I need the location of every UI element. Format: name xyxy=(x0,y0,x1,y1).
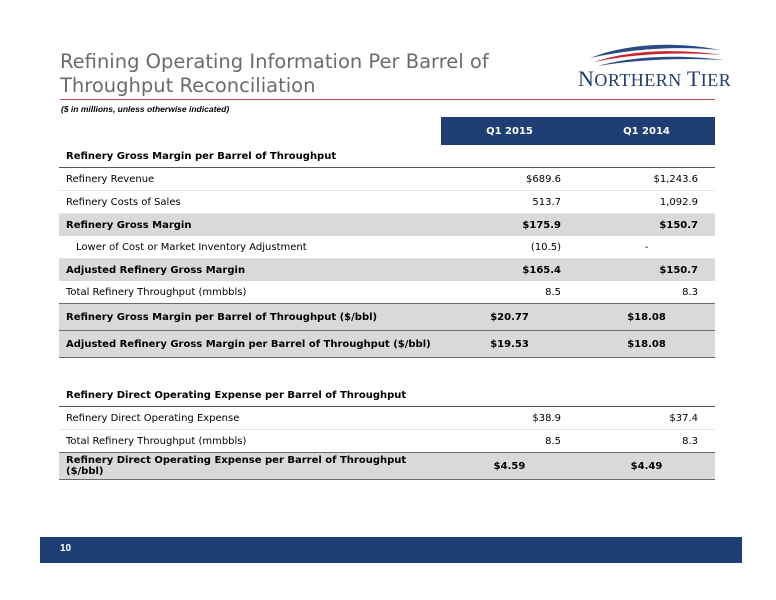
row-label: Adjusted Refinery Gross Margin per Barre… xyxy=(59,330,441,358)
title-divider xyxy=(60,99,715,100)
section-title-operating-expense: Refinery Direct Operating Expense per Ba… xyxy=(59,384,715,407)
row-label: Total Refinery Throughput (mmbbls) xyxy=(66,286,247,298)
logo-wordmark: NORTHERN TIER xyxy=(578,66,731,92)
value-q1-2014: 8.3 xyxy=(682,286,698,298)
value-q1-2014: $18.08 xyxy=(578,330,715,358)
units-note: ($ in millions, unless otherwise indicat… xyxy=(61,104,230,114)
column-header-q1-2015: Q1 2015 xyxy=(441,117,578,145)
value-q1-2015: 8.5 xyxy=(545,435,561,447)
value-q1-2015: 513.7 xyxy=(441,190,578,214)
value-q1-2014: $37.4 xyxy=(578,406,715,430)
table-spacer xyxy=(59,358,715,385)
value-q1-2015: $38.9 xyxy=(441,406,578,430)
row-label: Refinery Costs of Sales xyxy=(59,190,441,214)
row-label: Adjusted Refinery Gross Margin xyxy=(59,258,441,281)
row-label: Lower of Cost or Market Inventory Adjust… xyxy=(59,236,441,259)
value-q1-2014: - xyxy=(578,236,715,259)
value-q1-2015: $20.77 xyxy=(441,303,578,331)
value-q1-2015: 8.5 xyxy=(545,286,561,298)
logo-word-orthern: ORTHERN xyxy=(594,70,687,90)
value-q1-2015: $689.6 xyxy=(441,167,578,191)
section-title-gross-margin: Refinery Gross Margin per Barrel of Thro… xyxy=(59,145,715,168)
value-q1-2014: 8.3 xyxy=(682,435,698,447)
value-q1-2014: $150.7 xyxy=(578,258,715,281)
value-q1-2015: (10.5) xyxy=(441,236,578,259)
row-label: Refinery Direct Operating Expense xyxy=(59,406,441,430)
value-q1-2015: $4.59 xyxy=(441,452,578,480)
reconciliation-table: Q1 2015 Q1 2014 Refinery Gross Margin pe… xyxy=(59,117,715,480)
value-q1-2015: $19.53 xyxy=(441,330,578,358)
value-q1-2014: 1,092.9 xyxy=(578,190,715,214)
header-spacer xyxy=(59,117,441,145)
value-q1-2014: $18.08 xyxy=(578,303,715,331)
row-label: Refinery Direct Operating Expense per Ba… xyxy=(59,452,441,480)
logo-word-ier: IER xyxy=(700,70,732,90)
northern-tier-logo xyxy=(590,44,724,66)
logo-letter-t: T xyxy=(686,66,701,91)
row-label: Refinery Revenue xyxy=(59,167,441,191)
row-label: Refinery Gross Margin per Barrel of Thro… xyxy=(59,303,441,331)
row-label: Total Refinery Throughput (mmbbls) xyxy=(66,435,247,447)
page-number: 10 xyxy=(60,543,72,554)
column-header-q1-2014: Q1 2014 xyxy=(578,117,715,145)
value-q1-2014: $4.49 xyxy=(578,452,715,480)
footer-bar: 10 xyxy=(40,537,742,563)
value-q1-2014: $1,243.6 xyxy=(578,167,715,191)
page-title: Refining Operating Information Per Barre… xyxy=(60,50,489,97)
row-label: Refinery Gross Margin xyxy=(59,213,441,236)
logo-letter-n: N xyxy=(578,66,595,91)
value-q1-2014: $150.7 xyxy=(578,213,715,236)
value-q1-2015: $165.4 xyxy=(441,258,578,281)
value-q1-2015: $175.9 xyxy=(441,213,578,236)
